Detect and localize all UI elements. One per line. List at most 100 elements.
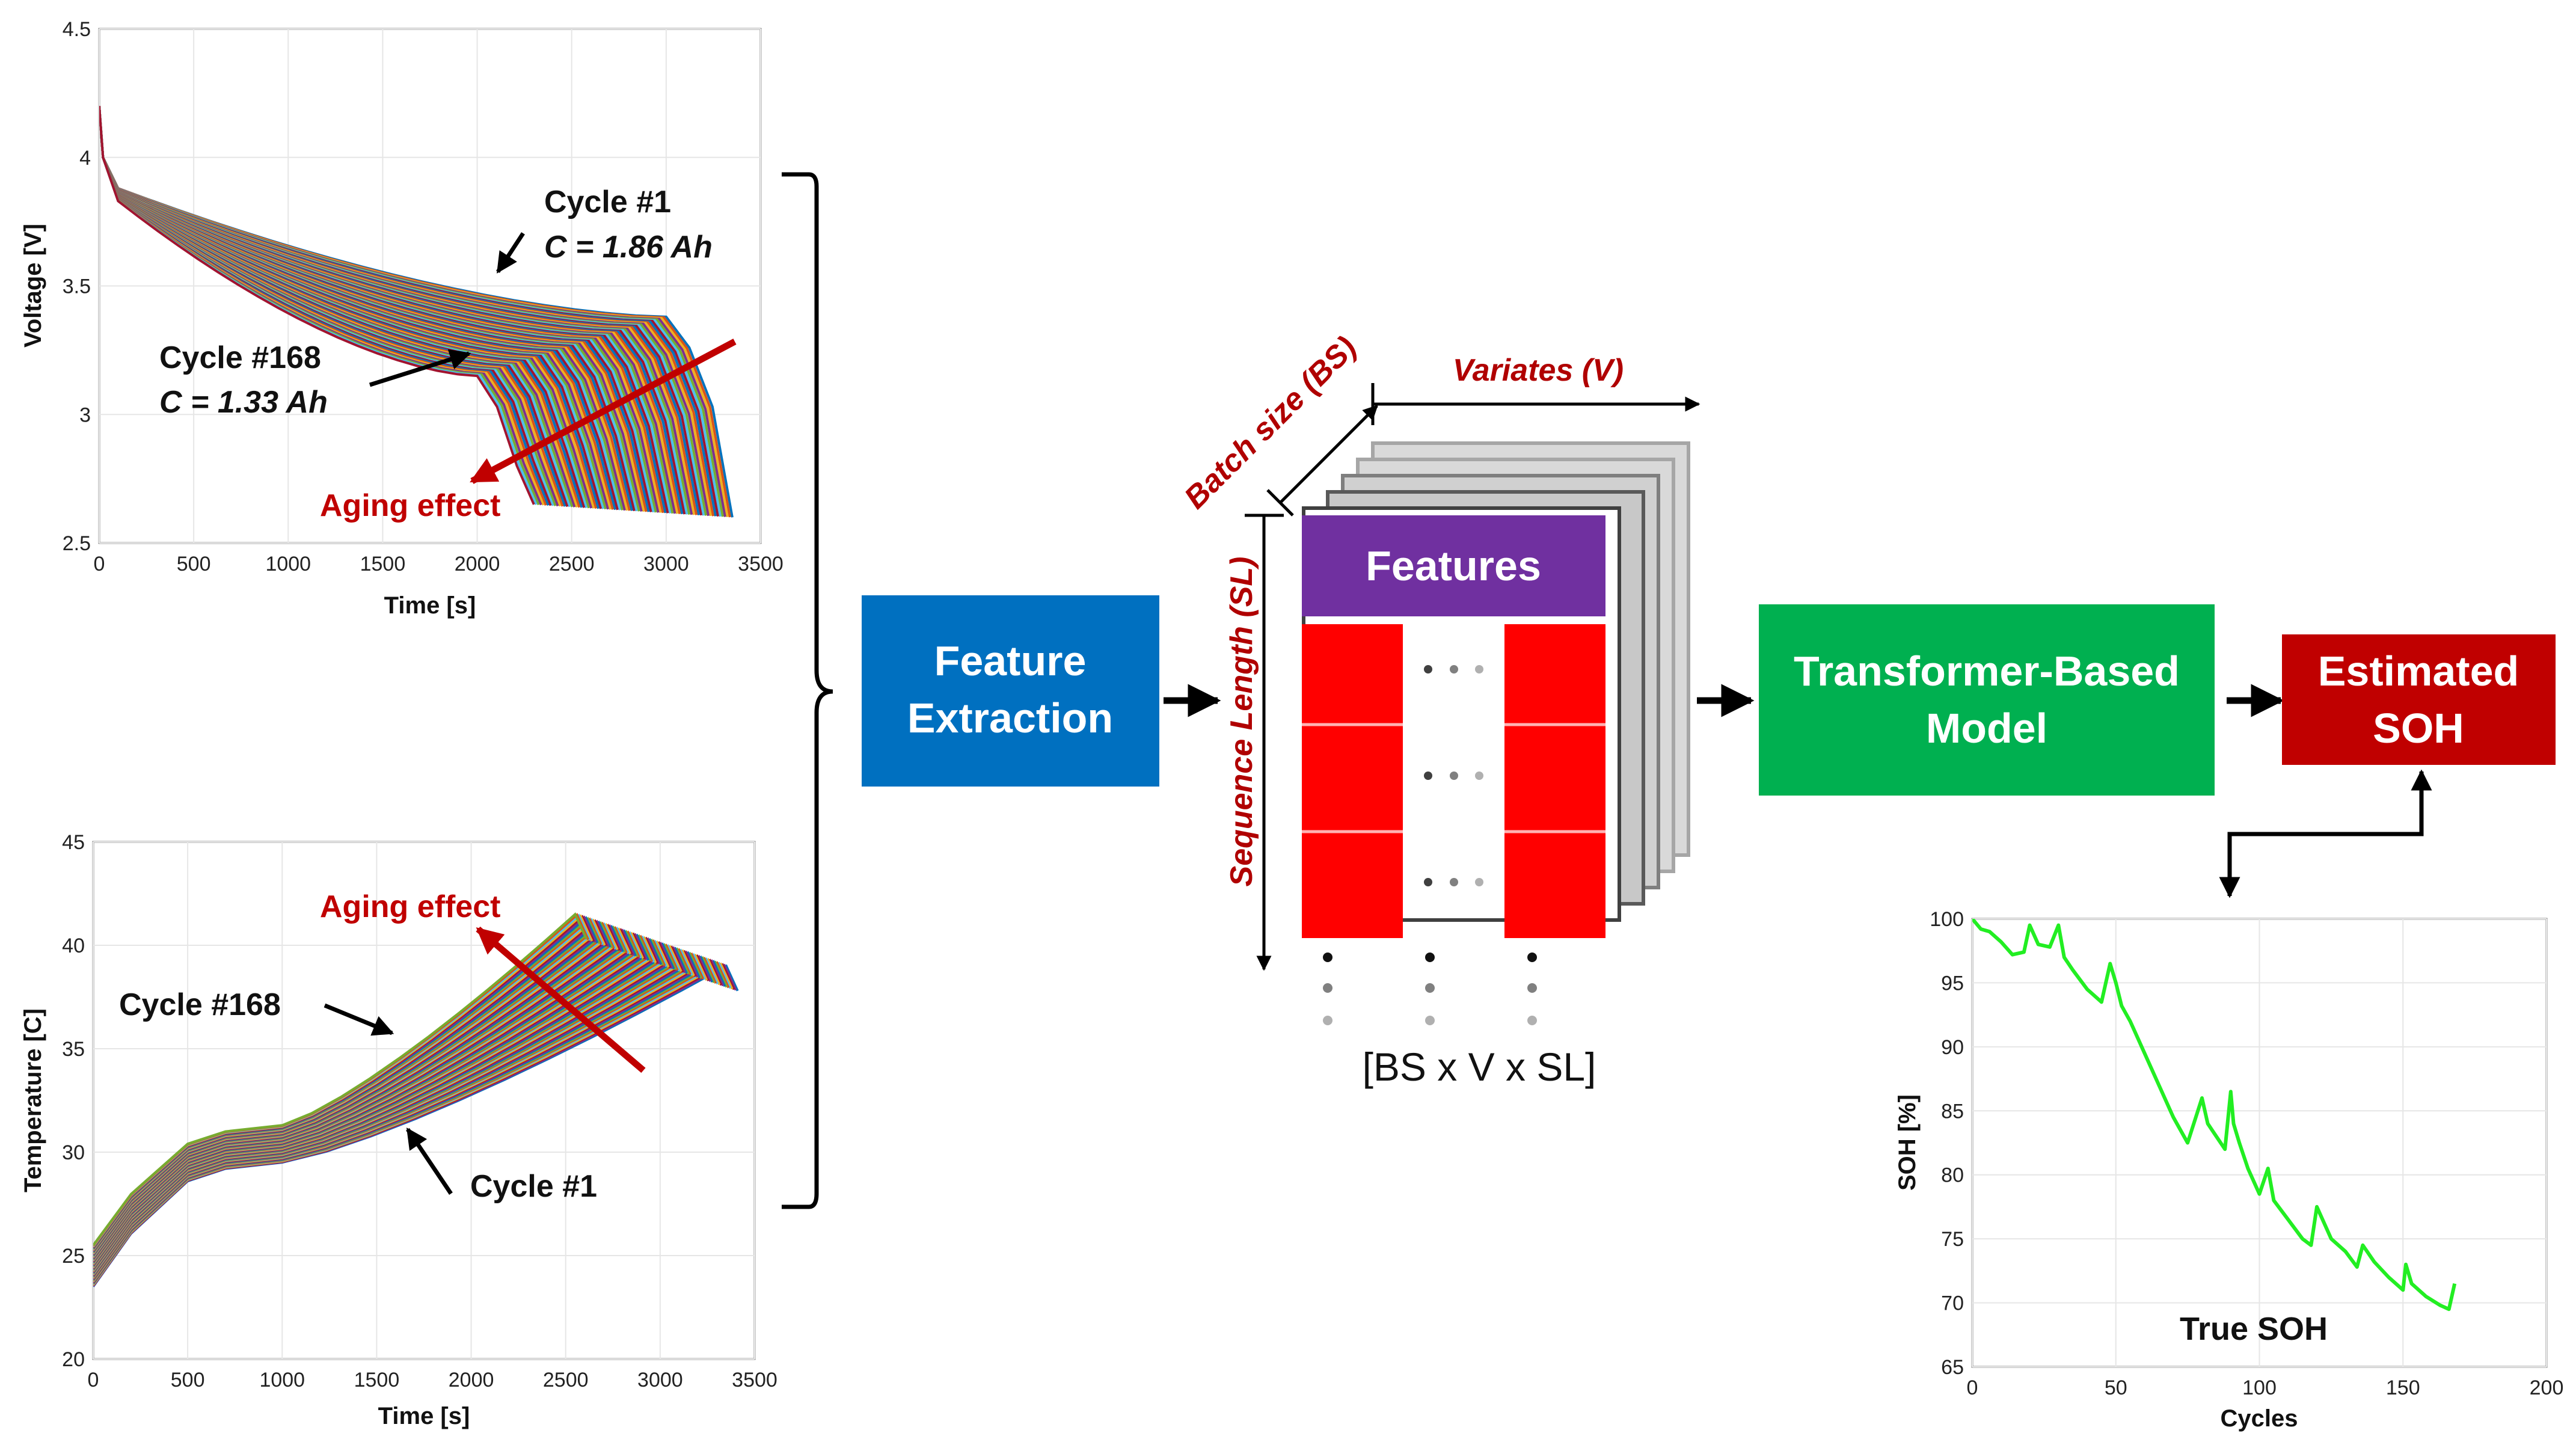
temperature-cycle-curve	[93, 912, 588, 1246]
voltage-cycle168-label: Cycle #168	[159, 340, 321, 375]
voltage-cycle1-arrow	[496, 232, 525, 274]
horizontal-ellipsis-row-2	[1424, 772, 1483, 780]
temperature-x-tick-label: 2500	[543, 1369, 589, 1391]
soh-y-tick-label: 65	[1941, 1356, 1964, 1379]
temperature-y-tick-label: 40	[62, 934, 85, 957]
temperature-x-tick-label: 1000	[259, 1369, 305, 1391]
soh-y-tick-label: 85	[1941, 1100, 1964, 1123]
voltage-x-tick-label: 1000	[265, 553, 311, 575]
soh-x-tick-label: 50	[2105, 1376, 2127, 1399]
voltage-y-axis-label: Voltage [V]	[20, 224, 46, 348]
features-header-label: Features	[1366, 542, 1541, 589]
estimated-soh-box	[2282, 634, 2556, 765]
soh-y-tick-label: 95	[1941, 972, 1964, 995]
features-header-bar	[1302, 515, 1605, 616]
temperature-y-tick-label: 20	[62, 1348, 85, 1371]
sequence-length-label: Sequence Length (SL)	[1224, 557, 1259, 887]
voltage-x-tick-label: 500	[177, 553, 211, 575]
soh-y-tick-label: 75	[1941, 1228, 1964, 1251]
voltage-x-tick-label: 0	[94, 553, 105, 575]
tensor-diagram: Features Sequence Length (SL) Variat	[1178, 330, 1700, 1089]
temperature-aging-arrow	[476, 926, 646, 1073]
curly-brace	[782, 172, 833, 1209]
batch-size-label: Batch size (BS)	[1178, 330, 1364, 516]
voltage-cycle168-capacity: C = 1.33 Ah	[159, 385, 328, 420]
soh-curve	[1972, 919, 2457, 1311]
soh-x-tick-label: 100	[2242, 1376, 2277, 1399]
voltage-x-tick-label: 3500	[738, 553, 784, 575]
soh-x-tick-label: 200	[2530, 1376, 2564, 1399]
voltage-x-tick-label: 3000	[643, 553, 689, 575]
voltage-y-tick-label: 4.5	[63, 18, 91, 41]
voltage-cycle1-label: Cycle #1	[544, 185, 671, 219]
voltage-x-axis-label: Time [s]	[384, 592, 476, 619]
temperature-y-tick-label: 45	[62, 831, 85, 854]
temperature-y-tick-label: 35	[62, 1038, 85, 1061]
voltage-aging-arrow	[470, 339, 737, 484]
soh-y-ticks: 65 70 75 80 85 90 95 100	[1930, 908, 1964, 1379]
batch-size-arrow	[1279, 405, 1378, 504]
tensor-shape-label: [BS x V x SL]	[1363, 1045, 1596, 1089]
soh-connector-path	[2219, 832, 2424, 898]
voltage-cycle-curve	[99, 106, 535, 505]
voltage-chart: 0 500 1000 1500 2000 2500 3000 3500 2.5 3 3.5 4 4.5…	[20, 18, 784, 619]
voltage-x-tick-label: 1500	[360, 553, 406, 575]
soh-chart: 0 50 100 150 200 65 70 75 80 85 90 95 100 Cycles SO…	[1894, 908, 2563, 1432]
voltage-cycle1-capacity: C = 1.86 Ah	[544, 230, 713, 265]
horizontal-ellipsis-row-3	[1424, 878, 1483, 886]
horizontal-ellipsis-row-1	[1424, 665, 1483, 673]
voltage-x-tick-label: 2000	[455, 553, 500, 575]
estimated-soh-label-line1: Estimated	[2318, 648, 2519, 695]
temperature-y-axis-label: Temperature [C]	[20, 1008, 46, 1192]
temperature-cycle1-arrow	[406, 1127, 453, 1195]
soh-y-tick-label: 70	[1941, 1292, 1964, 1315]
transformer-label-line2: Model	[1926, 705, 2047, 752]
soh-x-axis-label: Cycles	[2221, 1405, 2298, 1432]
soh-x-tick-label: 150	[2386, 1376, 2420, 1399]
temperature-x-tick-label: 0	[88, 1369, 99, 1391]
voltage-x-ticks: 0 500 1000 1500 2000 2500 3000 3500	[94, 553, 784, 575]
soh-y-tick-label: 100	[1930, 908, 1964, 931]
temperature-cycle1-label: Cycle #1	[470, 1169, 597, 1204]
temperature-curves	[93, 912, 739, 1287]
transformer-model-box	[1759, 604, 2215, 796]
temperature-x-tick-label: 2000	[449, 1369, 494, 1391]
voltage-cycle168-arrow	[369, 349, 471, 387]
voltage-x-tick-label: 2500	[549, 553, 595, 575]
vertical-ellipsis-right	[1527, 953, 1537, 1025]
temperature-y-tick-label: 30	[62, 1141, 85, 1164]
vertical-ellipsis-middle	[1425, 953, 1435, 1025]
vertical-ellipsis-left	[1323, 953, 1332, 1025]
soh-x-ticks: 0 50 100 150 200	[1967, 1376, 2564, 1399]
voltage-y-tick-label: 4	[79, 147, 91, 170]
feature-extraction-label-line1: Feature	[934, 637, 1087, 684]
soh-y-axis-label: SOH [%]	[1894, 1094, 1921, 1191]
soh-y-tick-label: 80	[1941, 1164, 1964, 1187]
temperature-cycle168-arrow	[324, 1003, 394, 1036]
voltage-y-ticks: 2.5 3 3.5 4 4.5	[63, 18, 91, 555]
red-column-right	[1504, 624, 1605, 938]
feature-extraction-box	[862, 595, 1159, 787]
voltage-y-tick-label: 2.5	[63, 532, 91, 555]
estimated-soh-label-line2: SOH	[2373, 705, 2464, 752]
temperature-y-ticks: 20 25 30 35 40 45	[62, 831, 85, 1371]
soh-curve-group	[1972, 919, 2457, 1311]
soh-x-tick-label: 0	[1967, 1376, 1978, 1399]
red-column-left	[1302, 624, 1403, 938]
voltage-curves	[99, 106, 734, 518]
temperature-x-axis-label: Time [s]	[378, 1403, 470, 1429]
voltage-y-tick-label: 3.5	[63, 275, 91, 298]
soh-y-tick-label: 90	[1941, 1036, 1964, 1059]
feature-extraction-label-line2: Extraction	[907, 695, 1113, 741]
voltage-aging-label: Aging effect	[320, 488, 500, 523]
temperature-x-tick-label: 1500	[354, 1369, 400, 1391]
temperature-y-tick-label: 25	[62, 1245, 85, 1268]
transformer-label-line1: Transformer-Based	[1794, 648, 2180, 695]
temperature-aging-label: Aging effect	[320, 889, 500, 924]
voltage-y-tick-label: 3	[79, 403, 91, 426]
soh-legend-label: True SOH	[2180, 1311, 2328, 1347]
temperature-x-tick-label: 3000	[637, 1369, 683, 1391]
temperature-x-ticks: 0 500 1000 1500 2000 2500 3000 3500	[88, 1369, 777, 1391]
temperature-x-tick-label: 3500	[732, 1369, 777, 1391]
